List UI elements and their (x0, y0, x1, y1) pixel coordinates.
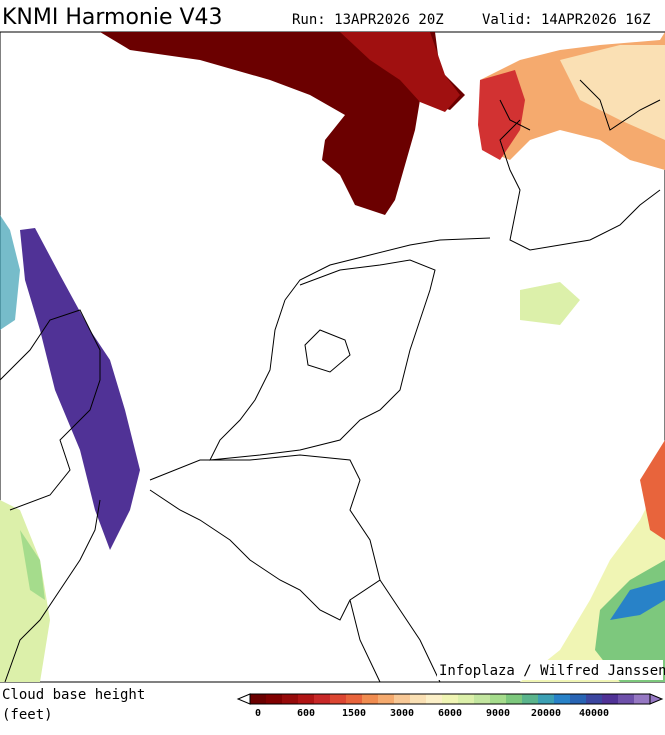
colorbar-swatch (490, 694, 507, 704)
colorbar-swatch (458, 694, 475, 704)
colorbar-swatch (362, 694, 379, 704)
colorbar-swatch (474, 694, 491, 704)
legend-title: Cloud base height (2, 687, 145, 703)
colorbar-swatch (586, 694, 603, 704)
coastline (499, 79, 661, 131)
coastline (284, 237, 491, 301)
cloud-area (478, 70, 525, 160)
colorbar-swatch (266, 694, 283, 704)
run-time: Run: 13APR2026 20Z (292, 12, 444, 28)
cloud-area (560, 45, 665, 140)
netherlands-border (209, 259, 436, 461)
colorbar-label: 6000 (438, 708, 462, 719)
colorbar-arrow-right (649, 693, 664, 705)
colorbar-swatch (634, 694, 651, 704)
colorbar-swatch (250, 694, 267, 704)
map: Infoplaza / Wilfred Janssen (0, 31, 665, 683)
colorbar-label: 3000 (390, 708, 414, 719)
border (349, 579, 441, 683)
colorbar-label: 1500 (342, 708, 366, 719)
title: KNMI Harmonie V43 (2, 5, 223, 30)
cloud-area (340, 32, 460, 112)
colorbar-label: 20000 (531, 708, 561, 719)
colorbar-swatch (394, 694, 411, 704)
colorbar-swatch (618, 694, 635, 704)
colorbar-swatch (570, 694, 587, 704)
colorbar-swatch (554, 694, 571, 704)
colorbar-swatch (298, 694, 315, 704)
colorbar-swatch (442, 694, 459, 704)
colorbar-swatch (522, 694, 539, 704)
colorbar-swatch (314, 694, 331, 704)
cloud-area (640, 440, 665, 540)
colorbar-label: 40000 (579, 708, 609, 719)
cloud-area (610, 580, 665, 620)
cloud-area (0, 215, 20, 330)
colorbar: 0 600 1500 3000 6000 9000 20000 40000 (236, 693, 664, 719)
colorbar-swatch (282, 694, 299, 704)
colorbar-label: 0 (255, 708, 261, 719)
cloud-area (520, 282, 580, 325)
colorbar-label: 600 (297, 708, 315, 719)
colorbar-swatch (506, 694, 523, 704)
colorbar-swatch (346, 694, 363, 704)
colorbar-swatch (378, 694, 395, 704)
cloud-area (20, 228, 140, 550)
cloud-area (100, 32, 465, 215)
legend-unit: (feet) (2, 707, 53, 723)
colorbar-swatch (426, 694, 443, 704)
coastline (0, 309, 101, 511)
lake-outline (304, 329, 351, 373)
credit: Infoplaza / Wilfred Janssen (439, 663, 665, 679)
cloud-area (20, 530, 45, 600)
coastline (4, 499, 101, 683)
colorbar-arrow-left (236, 693, 251, 705)
colorbar-swatch (538, 694, 555, 704)
colorbar-outline (249, 693, 651, 705)
colorbar-swatch (602, 694, 619, 704)
colorbar-label: 9000 (486, 708, 510, 719)
colorbar-swatch (410, 694, 427, 704)
credit-bg (437, 660, 663, 680)
colorbar-swatch (330, 694, 347, 704)
valid-time: Valid: 14APR2026 16Z (482, 12, 651, 28)
coastline (499, 119, 661, 251)
cloud-area (0, 500, 50, 682)
